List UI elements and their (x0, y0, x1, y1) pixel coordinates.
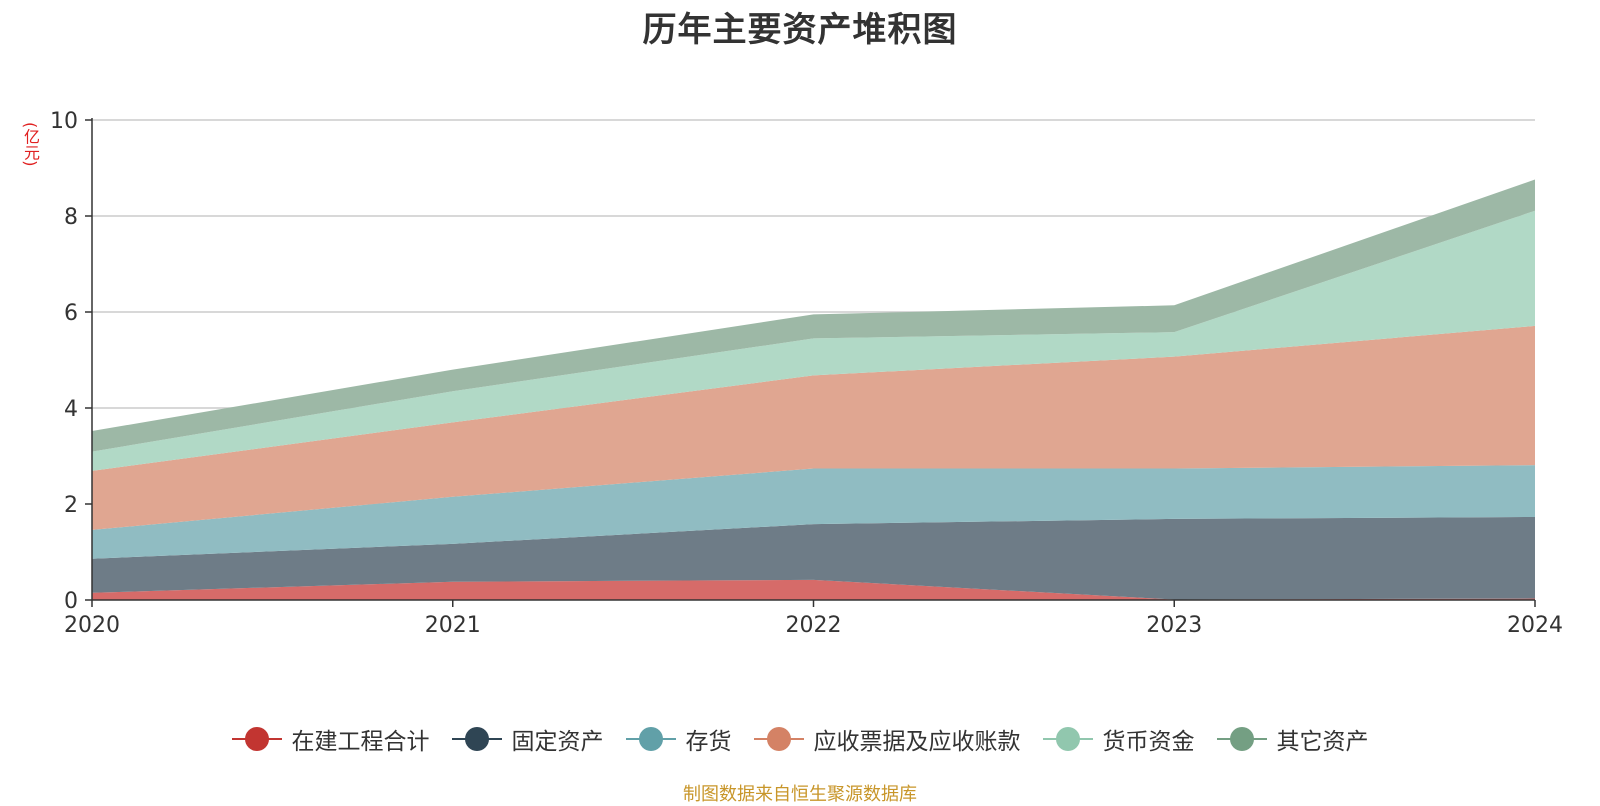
legend-label: 应收票据及应收账款 (813, 729, 1021, 755)
legend-marker-icon (1042, 727, 1093, 751)
source-note: 制图数据来自恒生聚源数据库 (683, 784, 917, 805)
legend-marker-icon (1216, 727, 1267, 751)
area-0[interactable] (92, 579, 1535, 600)
y-tick-label: 10 (50, 109, 78, 134)
x-tick-label: 2024 (1507, 613, 1563, 638)
legend-label: 固定资产 (511, 729, 604, 755)
legend-label: 存货 (685, 729, 732, 755)
y-tick-label: 0 (64, 589, 78, 614)
chart-title: 历年主要资产堆积图 (642, 10, 958, 50)
legend-label: 在建工程合计 (291, 729, 430, 755)
area-series (92, 179, 1535, 600)
x-tick-label: 2022 (786, 613, 842, 638)
y-tick-label: 2 (64, 493, 78, 518)
legend-marker-icon (451, 727, 502, 751)
legend-item-4[interactable]: 货币资金 (1042, 722, 1195, 756)
legend-item-2[interactable]: 存货 (625, 722, 732, 756)
y-tick-label: 8 (64, 205, 78, 230)
legend-label: 其它资产 (1276, 729, 1369, 755)
area-5[interactable] (92, 179, 1535, 452)
legend: 在建工程合计 固定资产 存货 应收票据及应收账款 货币资金 其它资产 (0, 722, 1600, 756)
y-axis-unit-label: (亿元) (21, 122, 40, 167)
x-tick-label: 2023 (1146, 613, 1202, 638)
area-4[interactable] (92, 210, 1535, 471)
area-2[interactable] (92, 465, 1535, 559)
legend-item-3[interactable]: 应收票据及应收账款 (753, 722, 1021, 756)
area-3[interactable] (92, 325, 1535, 530)
x-tick-label: 2021 (425, 613, 481, 638)
legend-item-5[interactable]: 其它资产 (1216, 722, 1369, 756)
axes: 0 2 4 6 8 10 2020 2021 2022 2023 2024 (50, 109, 1563, 638)
legend-label: 货币资金 (1102, 729, 1195, 755)
legend-item-1[interactable]: 固定资产 (451, 722, 604, 756)
y-tick-label: 4 (64, 397, 78, 422)
legend-marker-icon (231, 727, 282, 751)
legend-marker-icon (625, 727, 676, 751)
legend-item-0[interactable]: 在建工程合计 (231, 722, 430, 756)
legend-marker-icon (753, 727, 804, 751)
y-tick-label: 6 (64, 301, 78, 326)
x-tick-label: 2020 (64, 613, 120, 638)
area-1[interactable] (92, 516, 1535, 600)
